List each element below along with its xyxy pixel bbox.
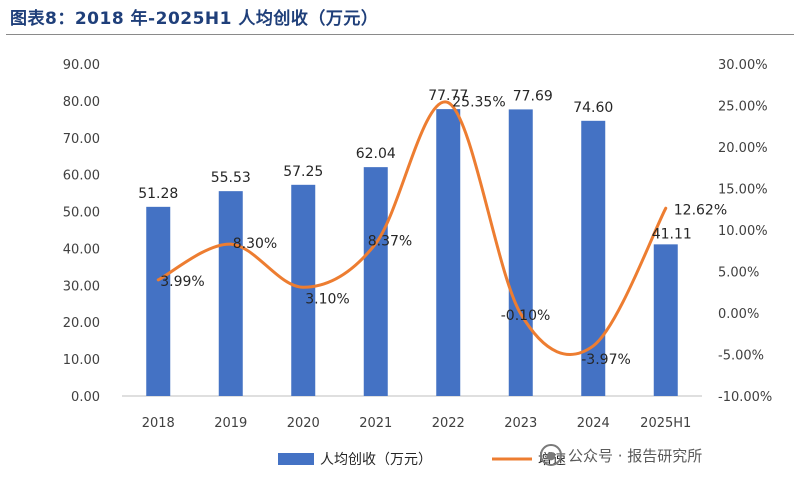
bar-value-label: 77.69 [513, 88, 553, 104]
x-tick-label: 2023 [504, 416, 537, 431]
x-tick-label: 2021 [359, 416, 392, 431]
bar-value-label: 41.11 [652, 226, 692, 242]
x-tick-label: 2024 [577, 416, 610, 431]
title-divider [6, 34, 794, 35]
bar [146, 206, 171, 396]
watermark: ● 公众号 · 报告研究所 [540, 444, 702, 466]
x-tick-label: 2020 [287, 416, 320, 431]
x-tick-label: 2018 [142, 416, 175, 431]
y-left-tick-label: 40.00 [63, 242, 100, 257]
bar-value-label: 62.04 [356, 146, 396, 162]
bar-value-label: 51.28 [138, 186, 178, 202]
x-tick-label: 2019 [214, 416, 247, 431]
y-left-tick-label: 50.00 [63, 206, 100, 221]
line-value-label: -0.10% [501, 308, 551, 324]
bar-value-label: 55.53 [211, 170, 251, 186]
y-left-tick-label: 60.00 [63, 169, 100, 184]
line-value-label: 8.37% [368, 234, 412, 250]
line-value-label: 3.10% [305, 291, 349, 307]
bar [436, 109, 461, 396]
line-value-label: -3.97% [581, 352, 631, 368]
bar [653, 244, 678, 396]
bar [508, 109, 533, 397]
y-right-tick-label: 15.00% [718, 183, 768, 198]
x-tick-label: 2025H1 [640, 416, 691, 431]
wechat-icon: ● [540, 444, 562, 466]
line-value-label: 12.62% [674, 202, 727, 218]
legend-bar-swatch [278, 453, 314, 465]
y-left-tick-label: 70.00 [63, 132, 100, 147]
y-left-tick-label: 90.00 [63, 58, 100, 73]
line-value-label: 8.30% [233, 236, 277, 252]
bar-value-label: 57.25 [283, 164, 323, 180]
legend-bar-label: 人均创收（万元） [320, 452, 432, 468]
watermark-text: 公众号 · 报告研究所 [568, 446, 703, 465]
growth-line [156, 100, 668, 356]
bar [363, 167, 388, 396]
line-value-label: 25.35% [452, 95, 505, 111]
y-left-tick-label: 30.00 [63, 279, 100, 294]
y-right-tick-label: 10.00% [718, 224, 768, 239]
line-value-label: 3.99% [160, 274, 204, 290]
y-right-tick-label: 30.00% [718, 58, 768, 73]
y-right-tick-label: 5.00% [718, 266, 759, 281]
bar-value-label: 74.60 [573, 100, 613, 116]
y-left-tick-label: 10.00 [63, 353, 100, 368]
y-right-tick-label: -5.00% [718, 349, 764, 364]
y-left-tick-label: 0.00 [71, 390, 100, 405]
y-right-tick-label: 20.00% [718, 141, 768, 156]
page-title: 图表8：2018 年-2025H1 人均创收（万元） [10, 9, 379, 29]
y-right-tick-label: -10.00% [718, 390, 772, 405]
bar [291, 184, 316, 396]
y-left-tick-label: 20.00 [63, 316, 100, 331]
bar-value-label: 77.77 [428, 88, 468, 104]
y-right-tick-label: 25.00% [718, 100, 768, 115]
x-tick-label: 2022 [432, 416, 465, 431]
bar [218, 191, 243, 396]
y-left-tick-label: 80.00 [63, 95, 100, 110]
y-right-tick-label: 0.00% [718, 307, 759, 322]
